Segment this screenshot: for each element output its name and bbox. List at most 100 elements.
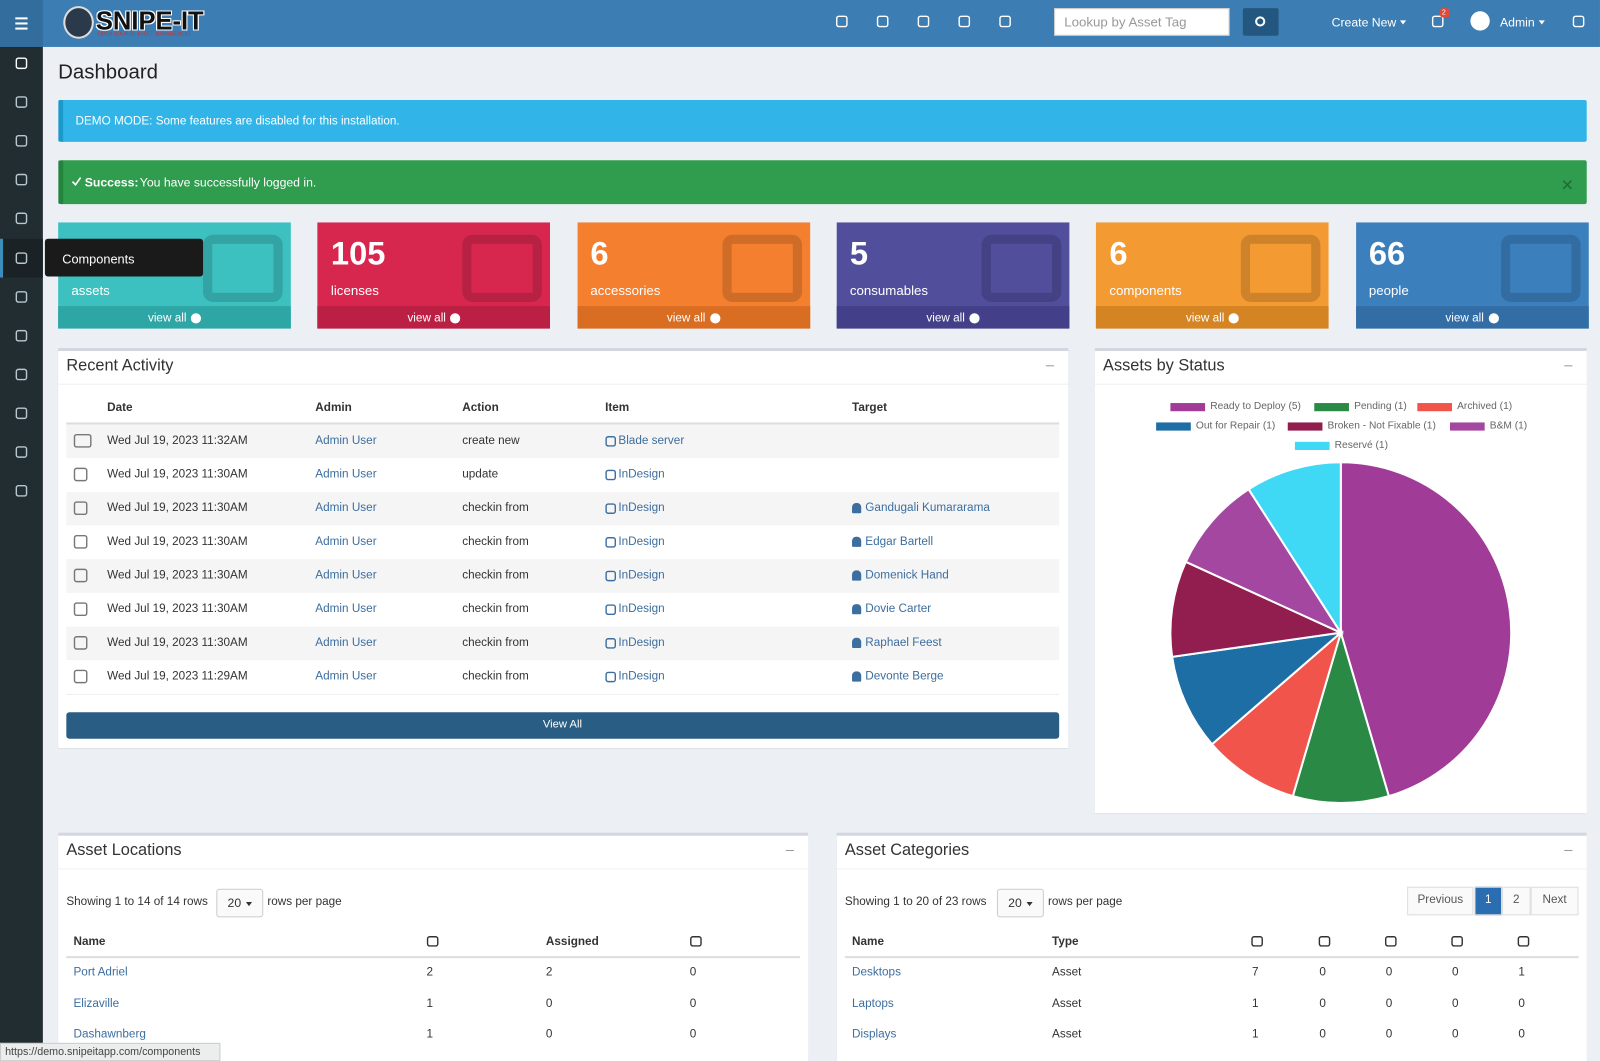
logo-subtitle: OPEN SOURCE ASSET MANAGEMENT bbox=[97, 31, 192, 38]
cell-value: 1 bbox=[1518, 966, 1525, 979]
pagination-button[interactable] bbox=[1474, 886, 1503, 916]
view-all-label[interactable]: View All bbox=[542, 718, 582, 731]
user-menu[interactable]: Admin bbox=[1499, 15, 1535, 30]
stat-tile[interactable] bbox=[577, 222, 810, 329]
item-icon bbox=[605, 671, 617, 683]
activity-admin[interactable]: Admin User bbox=[315, 434, 377, 447]
page-size-select[interactable] bbox=[996, 888, 1044, 918]
tile-link[interactable]: view all bbox=[666, 312, 706, 325]
activity-admin[interactable]: Admin User bbox=[315, 468, 377, 481]
cell-value: 0 bbox=[1518, 1028, 1525, 1041]
icon-shape bbox=[15, 407, 28, 420]
check-icon bbox=[71, 177, 82, 186]
pie-slice bbox=[1184, 487, 1344, 636]
tile-link[interactable]: view all bbox=[1445, 312, 1484, 325]
panel-collapse[interactable] bbox=[1045, 365, 1055, 367]
tile-label: people bbox=[1368, 282, 1409, 298]
page-size-select[interactable] bbox=[216, 888, 264, 918]
icon-shape bbox=[73, 534, 88, 549]
search-input[interactable] bbox=[1054, 8, 1230, 36]
icon-shape bbox=[15, 446, 28, 458]
activity-action: checkin from bbox=[462, 670, 529, 683]
cell-value: 0 bbox=[545, 1028, 553, 1041]
column-icon bbox=[426, 936, 439, 947]
location-name[interactable]: Dashawnberg bbox=[73, 1028, 146, 1041]
activity-admin[interactable]: Admin User bbox=[315, 603, 377, 616]
activity-target[interactable]: Gandugali Kumararama bbox=[865, 502, 990, 515]
rows-per-page: rows per page bbox=[267, 895, 342, 909]
tile-link[interactable]: view all bbox=[147, 312, 187, 325]
nav-icon bbox=[917, 15, 930, 28]
pagination-label[interactable]: 1 bbox=[1484, 893, 1492, 907]
panel bbox=[58, 832, 809, 1061]
tile-label: components bbox=[1109, 282, 1182, 298]
stat-tile[interactable] bbox=[1096, 222, 1329, 329]
pagination-button[interactable] bbox=[1530, 886, 1579, 916]
activity-target[interactable]: Devonte Berge bbox=[865, 670, 944, 683]
activity-target[interactable]: Dovie Carter bbox=[865, 603, 932, 616]
legend-swatch bbox=[1294, 441, 1330, 450]
header-rule bbox=[66, 956, 800, 959]
icon-shape bbox=[15, 252, 28, 264]
cell-value: 0 bbox=[1452, 997, 1459, 1010]
panel-collapse[interactable] bbox=[1564, 849, 1573, 852]
activity-admin[interactable]: Admin User bbox=[315, 636, 377, 649]
activity-item[interactable]: Blade server bbox=[618, 434, 685, 447]
view-all-button[interactable] bbox=[66, 712, 1060, 739]
menu-bar-line bbox=[15, 17, 28, 20]
activity-item[interactable]: InDesign bbox=[618, 502, 665, 515]
pagination-label[interactable]: Next bbox=[1542, 893, 1567, 907]
activity-item[interactable]: InDesign bbox=[618, 603, 665, 616]
column-icon bbox=[1384, 936, 1397, 947]
close-button[interactable] bbox=[1562, 180, 1572, 190]
activity-target[interactable]: Domenick Hand bbox=[865, 569, 949, 582]
activity-admin[interactable]: Admin User bbox=[315, 502, 377, 515]
stat-tile[interactable] bbox=[836, 222, 1070, 329]
panel-collapse[interactable] bbox=[1564, 365, 1573, 367]
activity-item[interactable]: InDesign bbox=[618, 468, 665, 481]
activity-target[interactable]: Raphael Feest bbox=[865, 636, 942, 649]
location-name[interactable]: Port Adriel bbox=[73, 966, 128, 979]
activity-item[interactable]: InDesign bbox=[618, 670, 665, 683]
stat-tile[interactable] bbox=[1355, 222, 1589, 329]
header-rule bbox=[844, 956, 1579, 959]
activity-admin[interactable]: Admin User bbox=[315, 535, 377, 548]
legend-swatch bbox=[1287, 422, 1323, 431]
icon-shape bbox=[1451, 936, 1463, 947]
pagination-label[interactable]: Previous bbox=[1417, 893, 1464, 907]
item-icon bbox=[605, 469, 617, 481]
caret bbox=[1399, 20, 1407, 25]
activity-item[interactable]: InDesign bbox=[618, 636, 665, 649]
location-name[interactable]: Elizaville bbox=[73, 997, 120, 1010]
tile-link[interactable]: view all bbox=[926, 312, 965, 325]
panel-collapse[interactable] bbox=[785, 849, 794, 852]
cell-value: 0 bbox=[689, 997, 697, 1010]
activity-admin[interactable]: Admin User bbox=[315, 670, 377, 683]
category-name[interactable]: Displays bbox=[852, 1028, 897, 1041]
tile-label: licenses bbox=[330, 282, 379, 298]
activity-item[interactable]: InDesign bbox=[618, 569, 665, 582]
sidebar-icon bbox=[15, 173, 28, 186]
pagination-button[interactable] bbox=[1407, 886, 1474, 916]
icon-shape bbox=[1517, 936, 1530, 947]
column-header: Target bbox=[852, 402, 888, 415]
tile-link[interactable]: view all bbox=[1185, 312, 1225, 325]
pagination-button[interactable] bbox=[1502, 886, 1531, 916]
icon-shape bbox=[836, 15, 848, 28]
activity-item[interactable]: InDesign bbox=[618, 535, 665, 548]
activity-admin[interactable]: Admin User bbox=[315, 569, 377, 582]
search-button[interactable] bbox=[1242, 8, 1279, 36]
category-name[interactable]: Desktops bbox=[852, 966, 901, 979]
activity-target[interactable]: Edgar Bartell bbox=[865, 535, 934, 548]
stat-tile[interactable] bbox=[317, 222, 551, 329]
notification-badge bbox=[1439, 8, 1450, 18]
category-name[interactable]: Laptops bbox=[852, 997, 894, 1010]
activity-action: create new bbox=[462, 434, 520, 447]
legend-label: Pending (1) bbox=[1354, 401, 1407, 413]
pagination-label[interactable]: 2 bbox=[1513, 893, 1520, 907]
link-arrow bbox=[450, 313, 461, 324]
tile-link[interactable]: view all bbox=[407, 312, 446, 325]
sidebar-active bbox=[0, 238, 43, 278]
top-bar bbox=[0, 0, 1600, 47]
create-new[interactable]: Create New bbox=[1331, 15, 1397, 30]
